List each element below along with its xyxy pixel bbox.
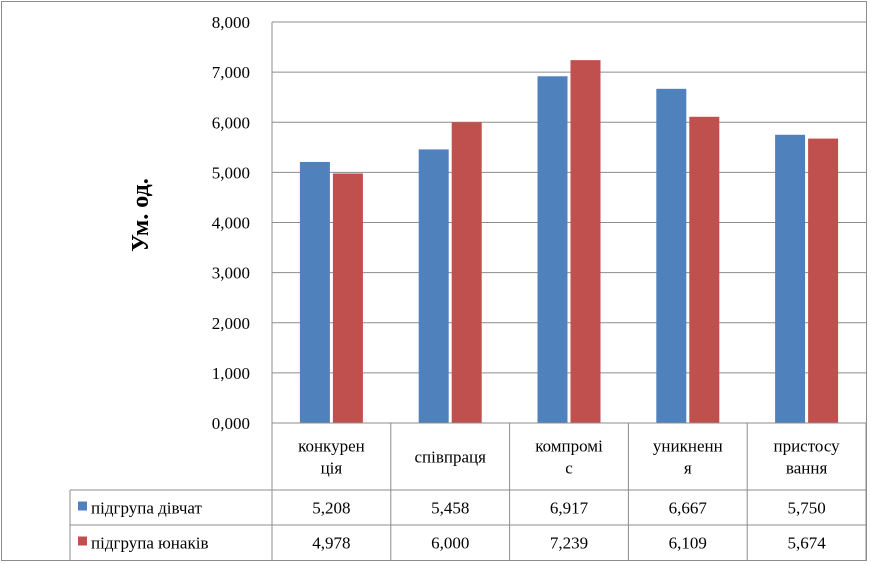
category-label: пристосу <box>773 437 840 456</box>
data-label: 5,208 <box>312 499 350 518</box>
data-label: 4,978 <box>312 534 350 553</box>
bar <box>299 161 330 423</box>
bar <box>808 138 839 423</box>
y-tick-label: 1,000 <box>212 364 250 383</box>
category-label: конкурен <box>298 437 365 456</box>
data-label: 5,674 <box>787 534 826 553</box>
bar <box>537 76 568 424</box>
category-label: співпраця <box>414 448 486 467</box>
bar <box>451 122 482 423</box>
category-label: с <box>565 459 573 478</box>
category-label: компромі <box>535 437 603 456</box>
y-tick-label: 8,000 <box>212 13 250 32</box>
data-label: 6,109 <box>669 534 707 553</box>
y-axis-title: Ум. од. <box>128 178 154 251</box>
data-label: 6,667 <box>669 499 708 518</box>
y-tick-label: 3,000 <box>212 264 250 283</box>
y-tick-label: 5,000 <box>212 163 250 182</box>
y-tick-label: 7,000 <box>212 63 250 82</box>
category-label: я <box>684 459 692 478</box>
bar <box>656 88 687 424</box>
data-label: 6,917 <box>550 499 589 518</box>
y-tick-label: 2,000 <box>212 314 250 333</box>
data-label: 6,000 <box>431 534 469 553</box>
category-label: вання <box>786 459 828 478</box>
legend-label: підгрупа дівчат <box>91 499 203 518</box>
legend-key <box>78 536 87 546</box>
y-tick-label: 4,000 <box>212 214 250 233</box>
y-tick-label: 0,000 <box>212 414 250 433</box>
data-label: 7,239 <box>550 534 588 553</box>
bar <box>332 173 363 423</box>
bar <box>775 134 806 423</box>
data-label: 5,458 <box>431 499 469 518</box>
data-label: 5,750 <box>787 499 825 518</box>
bar <box>418 149 449 423</box>
bar <box>570 60 601 423</box>
legend-label: підгрупа юнаків <box>91 534 208 553</box>
category-label: уникненн <box>653 437 723 456</box>
y-tick-label: 6,000 <box>212 113 250 132</box>
legend-key <box>78 501 87 511</box>
category-label: ція <box>321 459 343 478</box>
bar <box>689 116 720 423</box>
